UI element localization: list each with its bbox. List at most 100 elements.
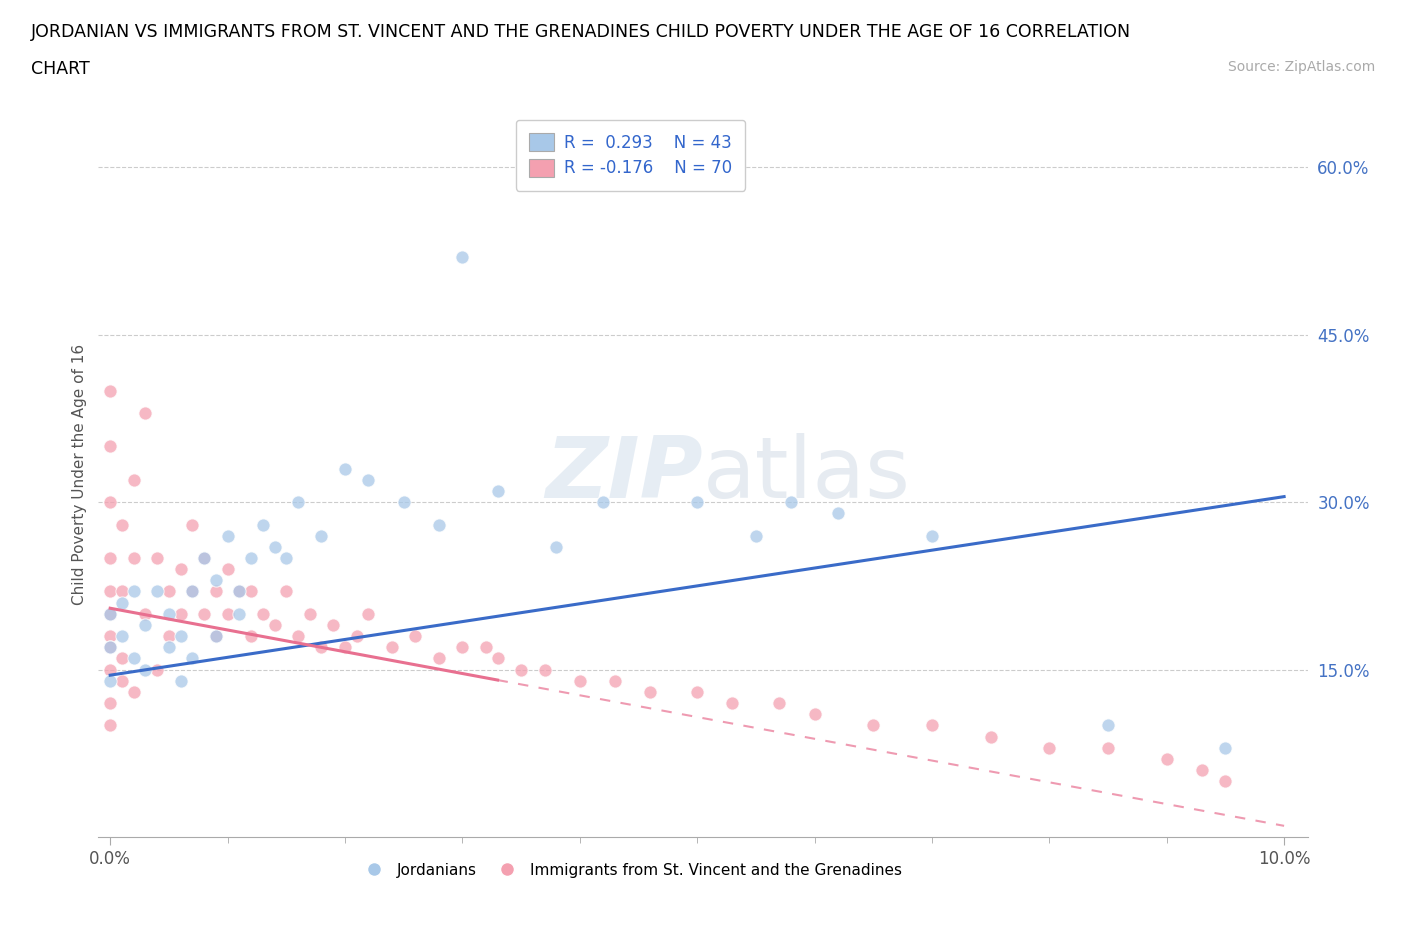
- Point: [98, 640, 121, 655]
- Point: [122, 684, 145, 699]
- Text: atlas: atlas: [703, 432, 911, 516]
- Text: JORDANIAN VS IMMIGRANTS FROM ST. VINCENT AND THE GRENADINES CHILD POVERTY UNDER : JORDANIAN VS IMMIGRANTS FROM ST. VINCENT…: [31, 23, 1130, 41]
- Point: [111, 629, 134, 644]
- Point: [263, 618, 285, 632]
- Point: [98, 718, 121, 733]
- Point: [169, 606, 191, 621]
- Point: [134, 405, 156, 420]
- Point: [98, 383, 121, 398]
- Point: [404, 629, 426, 644]
- Point: [768, 696, 790, 711]
- Point: [451, 640, 474, 655]
- Point: [427, 651, 450, 666]
- Point: [98, 551, 121, 565]
- Point: [1191, 763, 1213, 777]
- Point: [157, 629, 180, 644]
- Point: [134, 662, 156, 677]
- Point: [240, 584, 263, 599]
- Point: [228, 584, 250, 599]
- Point: [122, 651, 145, 666]
- Point: [181, 651, 204, 666]
- Point: [146, 662, 169, 677]
- Point: [157, 640, 180, 655]
- Point: [98, 629, 121, 644]
- Point: [134, 618, 156, 632]
- Point: [204, 573, 226, 588]
- Point: [204, 584, 226, 599]
- Point: [780, 495, 803, 510]
- Point: [181, 517, 204, 532]
- Point: [240, 551, 263, 565]
- Point: [1215, 740, 1237, 755]
- Point: [217, 528, 239, 543]
- Point: [228, 584, 250, 599]
- Point: [486, 651, 509, 666]
- Point: [921, 528, 943, 543]
- Point: [146, 584, 169, 599]
- Point: [193, 606, 215, 621]
- Text: Source: ZipAtlas.com: Source: ZipAtlas.com: [1227, 60, 1375, 74]
- Point: [98, 662, 121, 677]
- Point: [146, 551, 169, 565]
- Point: [510, 662, 533, 677]
- Point: [193, 551, 215, 565]
- Point: [217, 562, 239, 577]
- Point: [333, 461, 356, 476]
- Point: [98, 606, 121, 621]
- Point: [181, 584, 204, 599]
- Point: [1097, 718, 1119, 733]
- Point: [546, 539, 568, 554]
- Point: [111, 673, 134, 688]
- Point: [322, 618, 344, 632]
- Point: [169, 629, 191, 644]
- Point: [98, 640, 121, 655]
- Point: [98, 495, 121, 510]
- Point: [122, 551, 145, 565]
- Point: [287, 629, 309, 644]
- Point: [252, 606, 274, 621]
- Point: [427, 517, 450, 532]
- Point: [1215, 774, 1237, 789]
- Point: [193, 551, 215, 565]
- Point: [111, 651, 134, 666]
- Point: [169, 562, 191, 577]
- Point: [803, 707, 825, 722]
- Text: CHART: CHART: [31, 60, 90, 78]
- Point: [157, 606, 180, 621]
- Point: [98, 584, 121, 599]
- Point: [333, 640, 356, 655]
- Point: [357, 472, 380, 487]
- Point: [311, 528, 333, 543]
- Point: [346, 629, 368, 644]
- Point: [111, 595, 134, 610]
- Point: [98, 696, 121, 711]
- Point: [111, 584, 134, 599]
- Point: [568, 673, 591, 688]
- Point: [638, 684, 661, 699]
- Point: [686, 684, 709, 699]
- Point: [980, 729, 1002, 744]
- Point: [486, 484, 509, 498]
- Point: [240, 629, 263, 644]
- Point: [157, 584, 180, 599]
- Point: [592, 495, 614, 510]
- Point: [745, 528, 768, 543]
- Point: [169, 673, 191, 688]
- Point: [111, 517, 134, 532]
- Point: [276, 584, 298, 599]
- Point: [122, 584, 145, 599]
- Point: [287, 495, 309, 510]
- Y-axis label: Child Poverty Under the Age of 16: Child Poverty Under the Age of 16: [72, 344, 87, 604]
- Point: [1097, 740, 1119, 755]
- Point: [357, 606, 380, 621]
- Point: [181, 584, 204, 599]
- Legend: Jordanians, Immigrants from St. Vincent and the Grenadines: Jordanians, Immigrants from St. Vincent …: [353, 857, 908, 884]
- Point: [98, 439, 121, 454]
- Point: [98, 673, 121, 688]
- Point: [276, 551, 298, 565]
- Text: ZIP: ZIP: [546, 432, 703, 516]
- Point: [475, 640, 498, 655]
- Point: [1156, 751, 1178, 766]
- Point: [721, 696, 744, 711]
- Point: [451, 249, 474, 264]
